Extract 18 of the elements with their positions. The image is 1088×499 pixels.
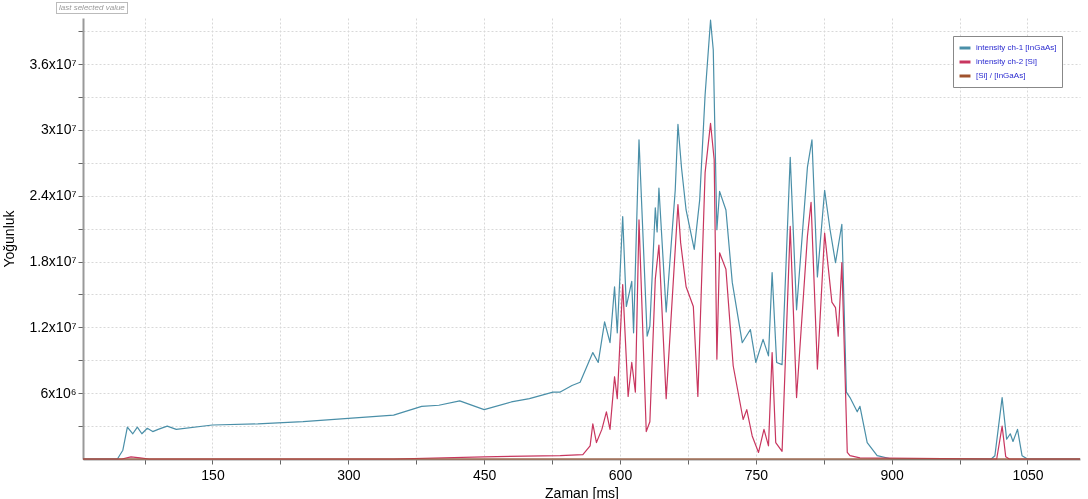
y-tick-label: 1.8x10⁷	[29, 253, 77, 270]
x-tick-label: 900	[880, 466, 905, 483]
y-axis-title: Yoğunluk	[1, 209, 18, 268]
x-tick-label: 450	[472, 466, 497, 483]
legend-label: intensity ch-1 [InGaAs]	[976, 43, 1057, 52]
y-tick-label: 6x10⁶	[40, 384, 77, 401]
x-tick-label: 1050	[1012, 466, 1044, 483]
x-tick-label: 600	[608, 466, 633, 483]
x-tick-label: 750	[744, 466, 769, 483]
x-tick-label: 300	[337, 466, 361, 483]
legend-label: [Si] / [InGaAs]	[976, 71, 1026, 80]
y-tick-label: 1.2x10⁷	[29, 318, 77, 335]
y-tick-label: 2.4x10⁷	[29, 187, 77, 204]
y-tick-label: 3.6x10⁷	[29, 55, 77, 72]
legend-label: intensity ch-2 [Si]	[976, 57, 1037, 66]
y-tick-label: 3x10⁷	[41, 121, 77, 138]
text: last selected value	[56, 2, 128, 14]
x-tick-label: 150	[201, 466, 225, 483]
